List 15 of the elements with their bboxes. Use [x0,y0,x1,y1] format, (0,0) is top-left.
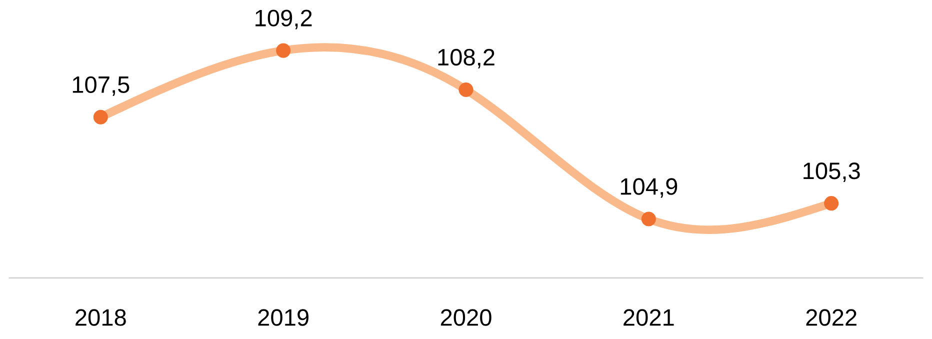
point [458,82,474,98]
data-label: 108,2 [438,48,494,68]
data-label: 107,5 [72,76,130,96]
x-tick-label: 2018 [76,309,126,326]
data-label: 105,3 [804,162,860,182]
data-label: 109,2 [256,10,312,30]
x-tick-label: 2019 [258,309,308,326]
point [93,110,108,124]
point [641,212,656,226]
x-tick-label: 2022 [806,309,856,326]
point [824,196,839,211]
data-label: 104,9 [620,178,678,198]
point [276,43,291,58]
x-tick-label: 2021 [624,309,674,326]
x-tick-label: 2020 [440,309,492,326]
